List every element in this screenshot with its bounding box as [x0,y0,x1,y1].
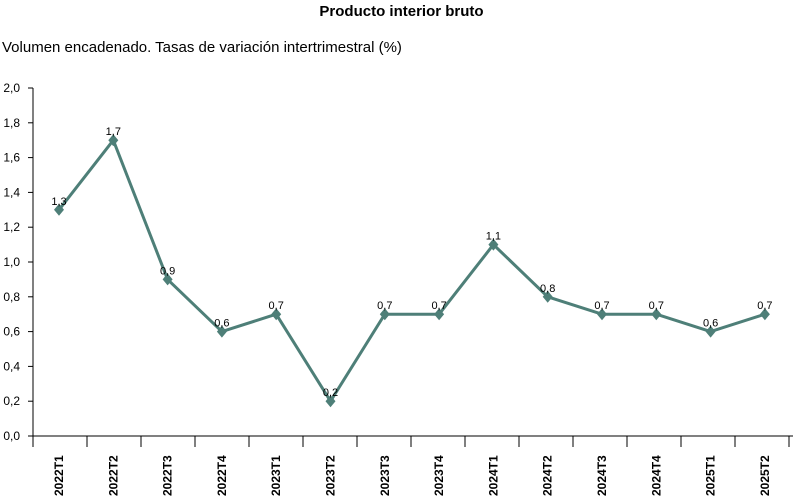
data-label: 1,7 [106,126,121,138]
data-point [651,308,662,321]
x-tick-label: 2022T4 [215,455,229,496]
x-tick-label: 2025T2 [758,455,772,496]
x-tick-label: 2022T3 [161,455,175,496]
y-tick-label: 2,0 [3,81,20,95]
series-line [57,138,766,403]
x-tick-label: 2024T1 [486,455,500,496]
data-point [325,395,336,408]
data-point [705,325,716,338]
data-label: 1,3 [51,196,66,208]
data-label: 0,7 [649,300,664,312]
data-label: 0,6 [703,318,718,330]
y-tick-label: 1,2 [3,220,20,234]
y-tick-label: 0,6 [3,325,20,339]
data-label: 1,1 [486,231,501,243]
x-tick-label: 2022T2 [106,455,120,496]
data-point [597,308,607,321]
data-label: 0,9 [160,265,175,277]
data-label: 0,7 [594,300,609,312]
x-tick-label: 2023T2 [324,455,338,496]
y-tick-label: 1,0 [3,255,20,269]
y-tick-label: 0,2 [3,394,20,408]
data-point [216,325,227,338]
x-tick-label: 2025T1 [704,455,718,496]
data-point [271,308,282,321]
chart-subtitle: Volumen encadenado. Tasas de variación i… [2,39,402,56]
y-tick-label: 1,8 [3,116,20,130]
data-point [488,238,499,251]
data-point [379,308,390,321]
data-label: 0,6 [214,318,229,330]
data-label: 0,2 [323,387,338,399]
x-tick-label: 2024T3 [595,455,609,496]
x-tick-label: 2022T1 [52,455,66,496]
data-point [54,203,64,216]
data-label: 0,7 [757,300,772,312]
data-point [162,273,173,286]
data-point [108,134,119,147]
y-tick-label: 0,0 [3,429,20,443]
data-label: 0,7 [377,300,392,312]
chart-title: Producto interior bruto [319,3,484,20]
data-point [759,308,770,321]
x-tick-label: 2024T2 [541,455,555,496]
y-tick-label: 0,8 [3,290,20,304]
x-tick-label: 2023T4 [432,455,446,496]
data-point [542,290,553,303]
y-tick-label: 0,4 [3,359,20,373]
data-label: 0,7 [269,300,284,312]
data-label: 0,8 [540,283,555,295]
y-tick-label: 1,6 [3,151,20,165]
data-point [434,308,445,321]
y-tick-label: 1,4 [3,185,20,199]
x-tick-label: 2023T3 [378,455,392,496]
data-label: 0,7 [431,300,446,312]
x-tick-label: 2023T1 [269,455,283,496]
x-tick-label: 2024T4 [649,455,663,496]
